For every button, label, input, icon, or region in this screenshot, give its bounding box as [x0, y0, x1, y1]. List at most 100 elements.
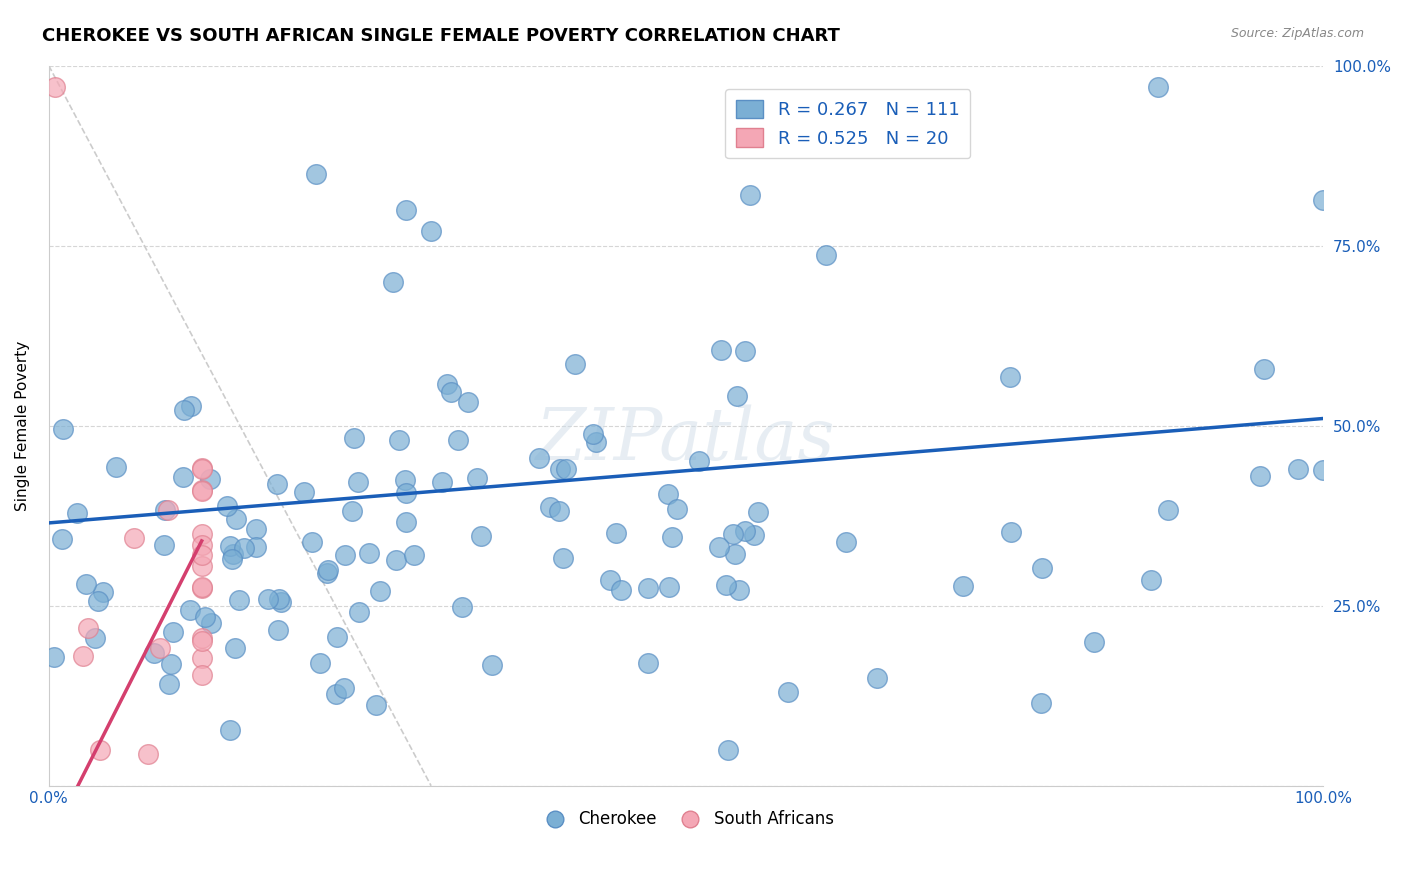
Point	[637, 581, 659, 595]
Legend: Cherokee, South Africans: Cherokee, South Africans	[531, 804, 841, 835]
Point	[714, 578, 737, 592]
Point	[87, 593, 110, 607]
Point	[160, 657, 183, 671]
Point	[447, 433, 470, 447]
Point	[190, 483, 212, 498]
Point	[122, 531, 145, 545]
Point	[215, 499, 238, 513]
Point	[394, 202, 416, 217]
Point	[325, 630, 347, 644]
Point	[747, 505, 769, 519]
Point	[51, 533, 73, 547]
Point	[91, 585, 114, 599]
Point	[657, 487, 679, 501]
Point	[835, 534, 858, 549]
Point	[179, 603, 201, 617]
Point	[738, 188, 761, 202]
Point	[318, 563, 340, 577]
Point	[44, 80, 66, 95]
Point	[157, 676, 180, 690]
Point	[42, 650, 65, 665]
Point	[200, 616, 222, 631]
Point	[420, 224, 443, 238]
Point	[742, 528, 765, 542]
Point	[180, 399, 202, 413]
Point	[1286, 462, 1309, 476]
Point	[538, 500, 561, 515]
Point	[292, 485, 315, 500]
Point	[436, 377, 458, 392]
Point	[637, 657, 659, 671]
Point	[104, 460, 127, 475]
Point	[190, 558, 212, 573]
Point	[814, 248, 837, 262]
Point	[340, 504, 363, 518]
Y-axis label: Single Female Poverty: Single Female Poverty	[15, 341, 30, 511]
Point	[190, 580, 212, 594]
Point	[84, 632, 107, 646]
Point	[725, 389, 748, 403]
Point	[245, 541, 267, 555]
Point	[368, 583, 391, 598]
Point	[717, 743, 740, 757]
Point	[470, 529, 492, 543]
Point	[257, 591, 280, 606]
Point	[610, 582, 633, 597]
Point	[162, 624, 184, 639]
Point	[221, 552, 243, 566]
Point	[585, 434, 607, 449]
Point	[1312, 194, 1334, 208]
Point	[404, 548, 426, 562]
Point	[734, 344, 756, 359]
Point	[394, 473, 416, 487]
Point	[172, 470, 194, 484]
Point	[335, 548, 357, 562]
Text: ZIPatlas: ZIPatlas	[536, 405, 835, 475]
Point	[75, 576, 97, 591]
Point	[301, 535, 323, 549]
Point	[564, 358, 586, 372]
Point	[1000, 524, 1022, 539]
Point	[395, 486, 418, 500]
Point	[156, 503, 179, 517]
Point	[228, 593, 250, 607]
Point	[359, 546, 381, 560]
Point	[1031, 561, 1053, 575]
Point	[76, 621, 98, 635]
Point	[734, 524, 756, 538]
Point	[245, 522, 267, 536]
Point	[190, 527, 212, 541]
Point	[89, 743, 111, 757]
Point	[190, 651, 212, 665]
Point	[1156, 503, 1178, 517]
Point	[270, 595, 292, 609]
Point	[190, 538, 212, 552]
Point	[222, 547, 245, 561]
Point	[349, 605, 371, 619]
Point	[1249, 469, 1271, 483]
Point	[998, 370, 1021, 384]
Point	[709, 540, 731, 554]
Point	[309, 656, 332, 670]
Point	[225, 512, 247, 526]
Point	[555, 462, 578, 476]
Point	[527, 450, 550, 465]
Point	[451, 600, 474, 615]
Point	[153, 538, 176, 552]
Point	[728, 583, 751, 598]
Point	[1146, 80, 1168, 95]
Point	[219, 539, 242, 553]
Point	[333, 681, 356, 696]
Point	[724, 547, 747, 561]
Point	[153, 503, 176, 517]
Text: Source: ZipAtlas.com: Source: ZipAtlas.com	[1230, 27, 1364, 40]
Point	[550, 462, 572, 476]
Point	[866, 671, 889, 685]
Point	[721, 527, 744, 541]
Point	[219, 723, 242, 738]
Point	[395, 516, 418, 530]
Point	[305, 167, 328, 181]
Point	[143, 646, 166, 660]
Point	[233, 541, 256, 556]
Point	[1083, 634, 1105, 648]
